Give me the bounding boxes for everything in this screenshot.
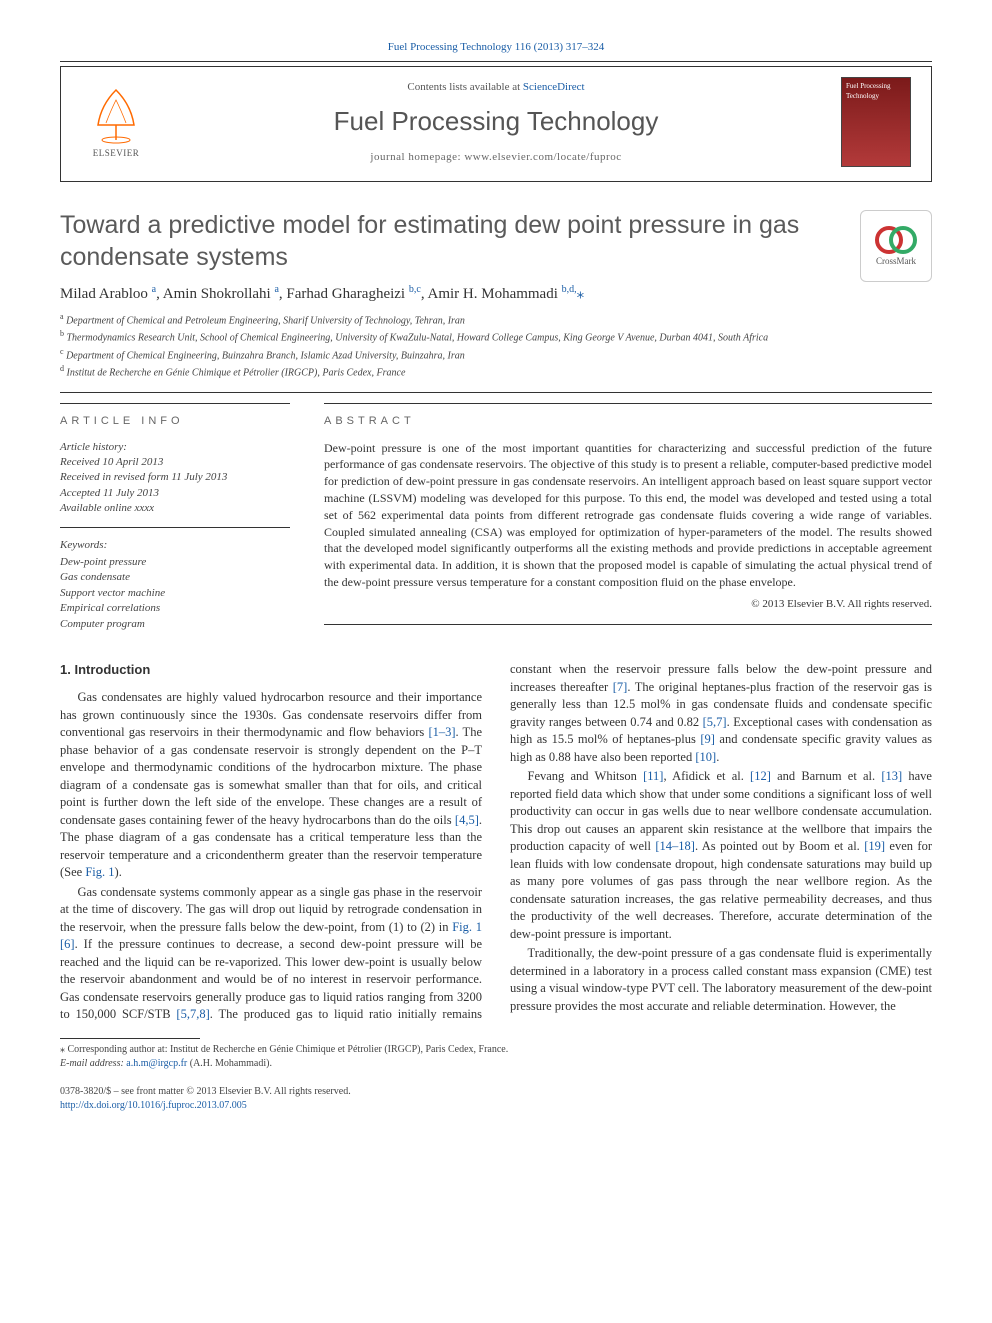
citation-link[interactable]: [1–3]: [428, 725, 455, 739]
author-list: Milad Arabloo a, Amin Shokrollahi a, Far…: [60, 283, 932, 305]
keyword: Dew-point pressure: [60, 556, 146, 568]
contents-prefix: Contents lists available at: [407, 81, 522, 93]
citation-link[interactable]: [4,5]: [455, 813, 479, 827]
article-history: Article history: Received 10 April 2013 …: [60, 440, 290, 528]
corresponding-marker[interactable]: ⁎: [577, 286, 585, 302]
citation-link[interactable]: [9]: [700, 732, 715, 746]
author-names: Milad Arabloo a, Amin Shokrollahi a, Far…: [60, 286, 577, 302]
journal-title: Fuel Processing Technology: [171, 103, 821, 139]
abstract-copyright: © 2013 Elsevier B.V. All rights reserved…: [324, 597, 932, 612]
journal-cover-thumbnail: Fuel Processing Technology: [841, 77, 911, 167]
citation-link[interactable]: [11]: [643, 769, 663, 783]
crossmark-badge[interactable]: CrossMark: [860, 210, 932, 282]
top-rule: [60, 61, 932, 62]
affil-a: a Department of Chemical and Petroleum E…: [60, 311, 932, 328]
crossmark-icon: [874, 225, 918, 255]
citation-link[interactable]: [13]: [881, 769, 902, 783]
page-footer: 0378-3820/$ – see front matter © 2013 El…: [60, 1085, 932, 1113]
keyword: Empirical correlations: [60, 602, 160, 614]
abstract-heading: abstract: [324, 414, 932, 429]
abstract-block: abstract Dew-point pressure is one of th…: [324, 403, 932, 635]
paragraph: Fevang and Whitson [11], Afidick et al. …: [510, 768, 932, 943]
citation-link[interactable]: [14–18]: [655, 839, 695, 853]
citation-link[interactable]: [5,7]: [703, 715, 727, 729]
corresponding-author-note: ⁎ Corresponding author at: Institut de R…: [60, 1043, 932, 1057]
keyword: Computer program: [60, 618, 145, 630]
contents-available-line: Contents lists available at ScienceDirec…: [171, 80, 821, 95]
running-header: Fuel Processing Technology 116 (2013) 31…: [60, 40, 932, 55]
email-line: E-mail address: a.h.m@irgcp.fr (A.H. Moh…: [60, 1057, 932, 1071]
email-label: E-mail address:: [60, 1058, 126, 1069]
footnote-rule: [60, 1038, 200, 1039]
history-online: Available online xxxx: [60, 502, 154, 514]
citation-link[interactable]: [5,7,8]: [176, 1007, 209, 1021]
keyword: Gas condensate: [60, 571, 130, 583]
article-info-heading: article info: [60, 414, 290, 429]
paragraph: Traditionally, the dew-point pressure of…: [510, 945, 932, 1015]
keywords-label: Keywords:: [60, 538, 290, 553]
citation-link[interactable]: [7]: [613, 680, 628, 694]
abstract-text: Dew-point pressure is one of the most im…: [324, 440, 932, 591]
issn-line: 0378-3820/$ – see front matter © 2013 El…: [60, 1085, 932, 1099]
elsevier-tree-icon: [86, 85, 146, 145]
paragraph: Gas condensates are highly valued hydroc…: [60, 689, 482, 882]
section-heading: 1. Introduction: [60, 661, 482, 679]
crossmark-label: CrossMark: [876, 255, 916, 268]
history-label: Article history:: [60, 441, 127, 453]
doi-link[interactable]: http://dx.doi.org/10.1016/j.fuproc.2013.…: [60, 1100, 247, 1111]
history-received: Received 10 April 2013: [60, 456, 163, 468]
homepage-url: www.elsevier.com/locate/fuproc: [464, 151, 621, 163]
body-text: 1. Introduction Gas condensates are high…: [60, 661, 932, 1071]
email-tail: (A.H. Mohammadi).: [187, 1058, 272, 1069]
citation-link[interactable]: [19]: [864, 839, 885, 853]
keywords-block: Keywords: Dew-point pressure Gas condens…: [60, 538, 290, 632]
citation-link[interactable]: Fuel Processing Technology 116 (2013) 31…: [388, 41, 604, 53]
footnotes: ⁎ Corresponding author at: Institut de R…: [60, 1024, 932, 1071]
article-info-block: article info Article history: Received 1…: [60, 403, 290, 635]
paper-title: Toward a predictive model for estimating…: [60, 210, 932, 273]
history-revised: Received in revised form 11 July 2013: [60, 471, 227, 483]
elsevier-logo: ELSEVIER: [81, 82, 151, 162]
figure-link[interactable]: Fig. 1: [452, 920, 482, 934]
elsevier-wordmark: ELSEVIER: [93, 147, 140, 160]
masthead: ELSEVIER Contents lists available at Sci…: [60, 66, 932, 182]
abstract-bottom-rule: [324, 624, 932, 625]
history-accepted: Accepted 11 July 2013: [60, 487, 159, 499]
figure-link[interactable]: Fig. 1: [85, 865, 114, 879]
affil-b: b Thermodynamics Research Unit, School o…: [60, 328, 932, 345]
keyword: Support vector machine: [60, 587, 165, 599]
affiliations: a Department of Chemical and Petroleum E…: [60, 311, 932, 380]
cover-label: Fuel Processing Technology: [846, 82, 906, 102]
citation-link[interactable]: [10]: [695, 750, 716, 764]
citation-link[interactable]: [12]: [750, 769, 771, 783]
citation-link[interactable]: [6]: [60, 937, 75, 951]
header-rule: [60, 392, 932, 393]
affil-d: d Institut de Recherche en Génie Chimiqu…: [60, 363, 932, 380]
homepage-prefix: journal homepage:: [370, 151, 464, 163]
affil-c: c Department of Chemical Engineering, Bu…: [60, 346, 932, 363]
email-link[interactable]: a.h.m@irgcp.fr: [126, 1058, 187, 1069]
journal-homepage-line: journal homepage: www.elsevier.com/locat…: [171, 150, 821, 165]
sciencedirect-link[interactable]: ScienceDirect: [523, 81, 585, 93]
